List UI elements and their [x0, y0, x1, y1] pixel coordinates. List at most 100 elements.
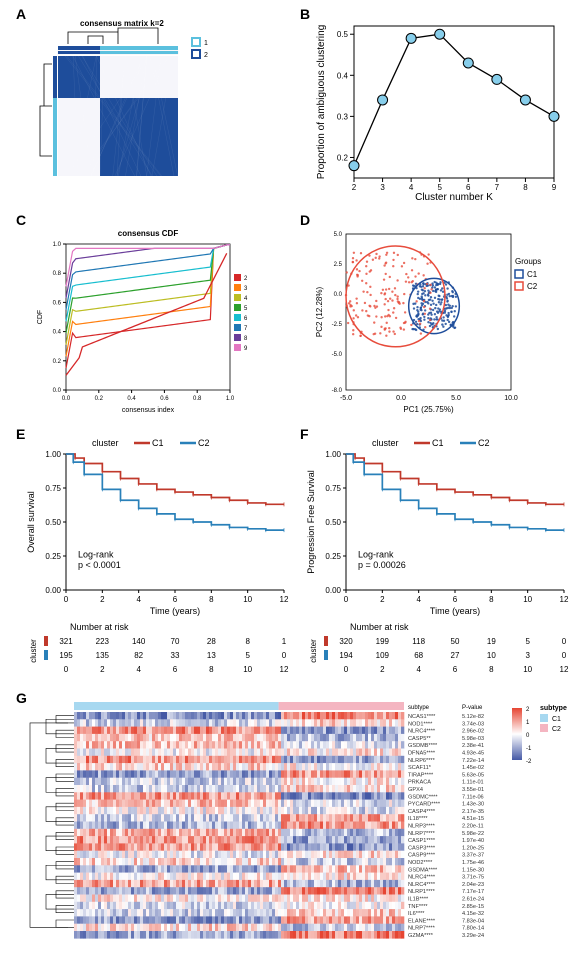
- svg-text:4: 4: [416, 665, 421, 674]
- svg-text:4: 4: [244, 296, 248, 302]
- svg-text:2.5: 2.5: [334, 262, 343, 268]
- svg-text:195: 195: [59, 651, 73, 660]
- svg-text:C1: C1: [552, 716, 561, 723]
- svg-text:1.0: 1.0: [53, 242, 62, 248]
- svg-text:0.0: 0.0: [334, 292, 343, 298]
- svg-text:1: 1: [204, 40, 208, 47]
- svg-text:1.43e-30: 1.43e-30: [462, 802, 484, 808]
- svg-text:NLRC4****: NLRC4****: [408, 875, 436, 881]
- svg-text:0: 0: [282, 651, 287, 660]
- svg-text:subtype: subtype: [540, 705, 567, 712]
- svg-text:consensus CDF: consensus CDF: [118, 229, 179, 238]
- svg-text:2.38e-41: 2.38e-41: [462, 743, 484, 749]
- svg-text:0.0: 0.0: [53, 388, 62, 394]
- svg-text:6: 6: [173, 665, 178, 674]
- svg-text:consensus index: consensus index: [122, 407, 175, 414]
- svg-text:0.00: 0.00: [325, 586, 341, 595]
- svg-text:4.51e-15: 4.51e-15: [462, 816, 484, 822]
- svg-text:7.80e-14: 7.80e-14: [462, 926, 484, 932]
- svg-text:Number at risk: Number at risk: [350, 622, 409, 632]
- svg-text:8: 8: [489, 595, 494, 604]
- panel-d-label: D: [300, 212, 310, 228]
- svg-text:4: 4: [416, 595, 421, 604]
- svg-text:0: 0: [562, 651, 567, 660]
- svg-text:8: 8: [489, 665, 494, 674]
- svg-text:199: 199: [376, 637, 390, 646]
- svg-text:5: 5: [437, 183, 442, 192]
- svg-text:5.98e-22: 5.98e-22: [462, 831, 484, 837]
- svg-text:C1: C1: [152, 438, 164, 448]
- svg-text:CASP3****: CASP3****: [408, 845, 436, 851]
- svg-text:-5.0: -5.0: [340, 395, 352, 402]
- svg-text:CDF: CDF: [37, 310, 44, 324]
- svg-text:9: 9: [552, 183, 557, 192]
- svg-text:0: 0: [344, 665, 349, 674]
- svg-text:CASP1****: CASP1****: [408, 838, 436, 844]
- svg-text:PYCARD****: PYCARD****: [408, 802, 441, 808]
- svg-text:SCAF11*: SCAF11*: [408, 765, 432, 771]
- km-os-chart: clusterC1C20246810120.000.250.500.751.00…: [22, 436, 292, 686]
- svg-text:13: 13: [207, 651, 216, 660]
- svg-text:IL6****: IL6****: [408, 911, 425, 917]
- svg-text:10: 10: [487, 651, 496, 660]
- svg-text:1.75e-46: 1.75e-46: [462, 860, 484, 866]
- svg-text:0.6: 0.6: [53, 300, 62, 306]
- svg-text:GSDMC****: GSDMC****: [408, 794, 438, 800]
- svg-text:0.25: 0.25: [45, 552, 61, 561]
- svg-text:1.97e-40: 1.97e-40: [462, 838, 484, 844]
- svg-text:6: 6: [466, 183, 471, 192]
- svg-text:C2: C2: [478, 438, 490, 448]
- svg-text:Progression Free Survival: Progression Free Survival: [306, 470, 316, 574]
- svg-text:4.93e-45: 4.93e-45: [462, 751, 484, 757]
- svg-text:6: 6: [453, 665, 458, 674]
- svg-text:3.29e-24: 3.29e-24: [462, 933, 484, 939]
- svg-text:5: 5: [244, 306, 248, 312]
- svg-text:NLRP7****: NLRP7****: [408, 831, 436, 837]
- svg-text:19: 19: [487, 637, 496, 646]
- svg-text:10: 10: [523, 665, 532, 674]
- svg-text:320: 320: [339, 637, 353, 646]
- svg-text:2.04e-23: 2.04e-23: [462, 882, 484, 888]
- svg-text:0.50: 0.50: [45, 518, 61, 527]
- svg-text:1: 1: [526, 720, 530, 726]
- svg-text:3: 3: [380, 183, 385, 192]
- svg-text:p = 0.00026: p = 0.00026: [358, 560, 406, 570]
- svg-text:321: 321: [59, 637, 73, 646]
- svg-text:C2: C2: [552, 726, 561, 733]
- svg-text:0: 0: [344, 595, 349, 604]
- svg-text:Cluster number K: Cluster number K: [415, 192, 493, 203]
- svg-text:2: 2: [380, 595, 385, 604]
- svg-text:cluster: cluster: [92, 438, 119, 448]
- svg-text:Proportion of ambiguous cluste: Proportion of ambiguous clustering: [316, 25, 327, 180]
- svg-text:NOD2****: NOD2****: [408, 860, 433, 866]
- svg-text:NOD1****: NOD1****: [408, 721, 433, 727]
- svg-text:Log-rank: Log-rank: [358, 549, 394, 559]
- svg-text:5.98e-03: 5.98e-03: [462, 736, 484, 742]
- svg-text:118: 118: [412, 637, 425, 646]
- svg-text:8: 8: [209, 665, 214, 674]
- svg-text:10: 10: [243, 665, 252, 674]
- svg-text:subtype: subtype: [408, 705, 430, 711]
- svg-text:3: 3: [525, 651, 530, 660]
- svg-text:cluster: cluster: [372, 438, 399, 448]
- svg-text:8: 8: [245, 637, 250, 646]
- svg-text:consensus matrix k=2: consensus matrix k=2: [80, 19, 164, 28]
- svg-text:PC2 (12.28%): PC2 (12.28%): [315, 287, 324, 338]
- svg-text:C2: C2: [198, 438, 210, 448]
- panel-a-label: A: [16, 6, 26, 22]
- svg-text:1.20e-25: 1.20e-25: [462, 845, 484, 851]
- svg-text:7.11e-06: 7.11e-06: [462, 794, 484, 800]
- svg-text:12: 12: [560, 665, 569, 674]
- consensus-matrix-panel: consensus matrix k=212: [30, 16, 270, 206]
- svg-text:0.5: 0.5: [337, 30, 349, 39]
- svg-text:7.83e-04: 7.83e-04: [462, 918, 484, 924]
- svg-text:0.4: 0.4: [337, 71, 349, 80]
- svg-text:PRKACA: PRKACA: [408, 780, 431, 786]
- svg-text:cluster: cluster: [29, 639, 38, 663]
- pca-scatter: -5.00.05.010.0-8.0-5.0-2.50.02.55.0PC1 (…: [312, 226, 567, 416]
- svg-text:IL1B****: IL1B****: [408, 897, 429, 903]
- svg-text:GZMA****: GZMA****: [408, 933, 434, 939]
- svg-text:-2.5: -2.5: [332, 322, 343, 328]
- svg-text:0.0: 0.0: [62, 396, 71, 402]
- svg-text:2: 2: [100, 665, 105, 674]
